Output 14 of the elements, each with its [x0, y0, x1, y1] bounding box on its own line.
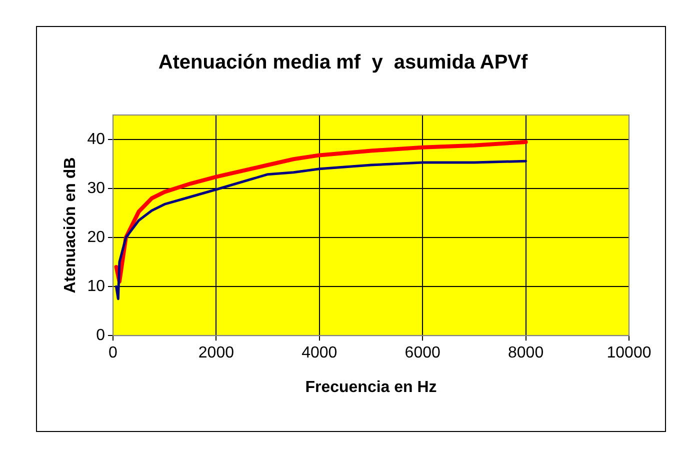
y-tick-label: 30: [87, 180, 106, 197]
y-tick-label: 0: [96, 327, 106, 344]
x-tick-label: 2000: [198, 344, 234, 362]
y-axis-title: Atenuación en dB: [62, 157, 80, 294]
x-tick-label: 6000: [404, 344, 440, 362]
x-tick-label: 4000: [302, 344, 338, 362]
y-tick-label: 10: [87, 278, 106, 295]
x-tick-label: 10000: [606, 344, 652, 362]
x-tick-label: 0: [108, 344, 118, 362]
y-tick-label: 40: [87, 130, 106, 148]
chart-title: Atenuación media mf y asumida APVf: [158, 52, 528, 74]
x-axis-title: Frecuencia en Hz: [305, 378, 437, 396]
y-tick-label: 20: [87, 228, 106, 246]
x-tick-label: 8000: [508, 344, 544, 362]
